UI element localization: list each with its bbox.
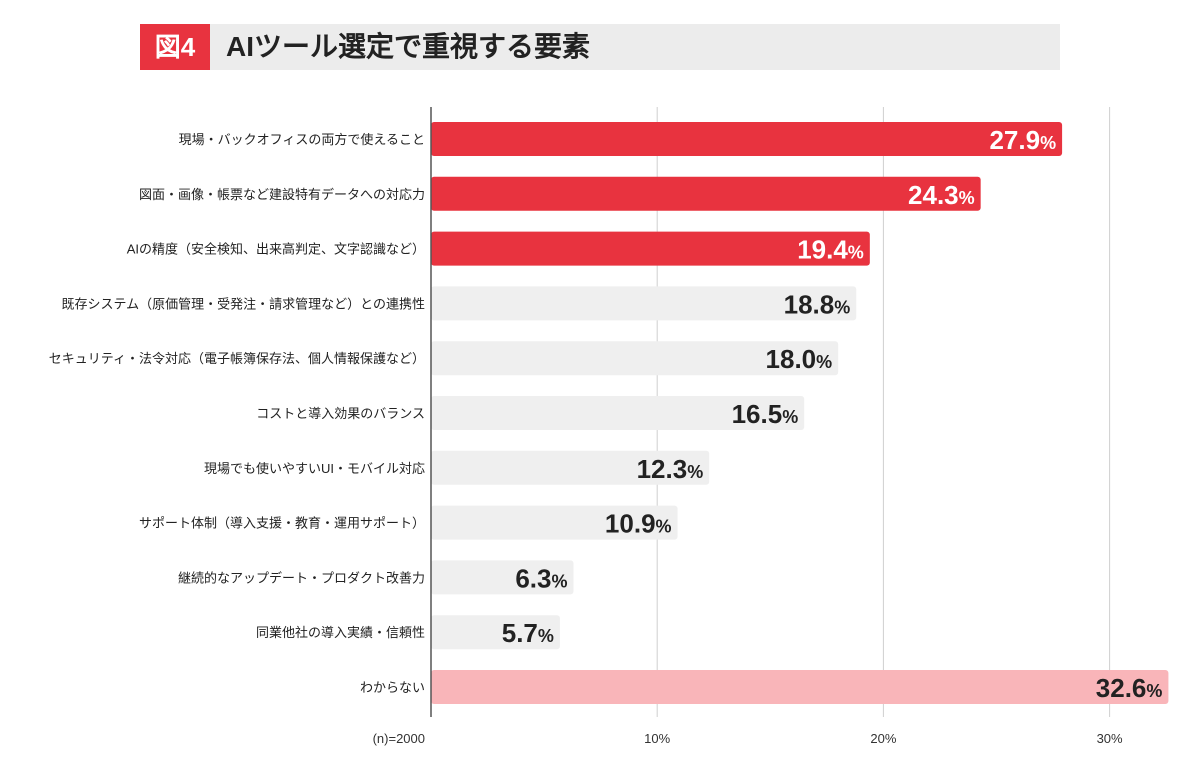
data-label: 6.3% xyxy=(515,563,567,593)
bar xyxy=(431,341,839,376)
category-label: セキュリティ・法令対応（電子帳簿保存法、個人情報保護など） xyxy=(49,351,425,366)
category-label: 現場・バックオフィスの両方で使えること xyxy=(179,132,425,147)
figure-label: 図4 xyxy=(140,24,210,70)
x-tick-label: 20% xyxy=(870,731,896,746)
data-label: 10.9% xyxy=(605,509,672,539)
category-label: 継続的なアップデート・プロダクト改善力 xyxy=(178,570,425,585)
bar xyxy=(431,670,1169,704)
bar xyxy=(431,505,678,540)
category-label: 図面・画像・帳票など建設特有データへの対応力 xyxy=(139,187,425,202)
title-bar xyxy=(140,24,1060,70)
sample-size-note: (n)=2000 xyxy=(373,731,425,746)
category-label: わからない xyxy=(360,680,425,695)
category-label: コストと導入効果のバランス xyxy=(256,406,425,421)
bar xyxy=(431,615,560,650)
data-label: 24.3% xyxy=(908,180,975,210)
bar xyxy=(431,286,857,321)
bar xyxy=(431,231,870,266)
category-label: サポート体制（導入支援・教育・運用サポート） xyxy=(139,516,425,531)
data-label: 16.5% xyxy=(732,399,799,429)
bar xyxy=(431,396,805,430)
chart-title: AIツール選定で重視する要素 xyxy=(226,31,591,62)
bar xyxy=(431,176,981,211)
x-tick-label: 10% xyxy=(644,731,670,746)
data-label: 18.0% xyxy=(766,344,833,374)
bar xyxy=(431,122,1063,156)
data-label: 5.7% xyxy=(502,618,554,648)
category-label: 既存システム（原価管理・受発注・請求管理など）との連携性 xyxy=(62,296,425,311)
data-label: 19.4% xyxy=(797,235,864,265)
category-label: AIの精度（安全検知、出来高判定、文字認識など） xyxy=(127,242,425,257)
data-label: 32.6% xyxy=(1096,673,1163,703)
data-label: 12.3% xyxy=(637,454,704,484)
bar xyxy=(431,560,574,595)
category-label: 同業他社の導入実績・信頼性 xyxy=(256,625,425,640)
category-label: 現場でも使いやすいUI・モバイル対応 xyxy=(204,461,425,476)
x-tick-label: 30% xyxy=(1097,731,1123,746)
bar xyxy=(431,450,710,485)
data-label: 18.8% xyxy=(784,289,851,319)
data-label: 27.9% xyxy=(989,125,1056,155)
